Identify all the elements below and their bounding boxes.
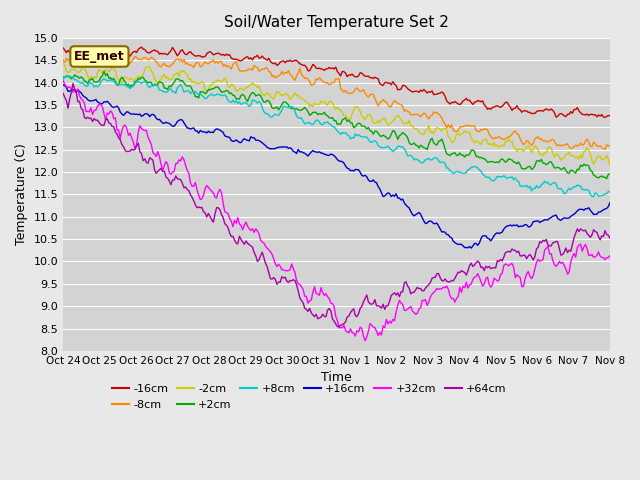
-2cm xyxy=(513,148,521,154)
Line: -8cm: -8cm xyxy=(63,55,610,150)
+2cm xyxy=(508,157,516,163)
+64cm xyxy=(369,300,377,306)
+2cm xyxy=(224,88,232,94)
+64cm xyxy=(182,184,189,190)
-8cm xyxy=(224,63,232,69)
+32cm xyxy=(223,210,230,216)
Line: +32cm: +32cm xyxy=(63,81,610,341)
-8cm xyxy=(368,91,376,97)
+2cm xyxy=(603,176,611,181)
-2cm xyxy=(606,163,614,168)
-2cm xyxy=(60,60,67,66)
+2cm xyxy=(66,74,74,80)
+64cm xyxy=(516,253,524,259)
+8cm xyxy=(508,174,516,180)
-2cm xyxy=(66,70,74,75)
Line: -16cm: -16cm xyxy=(63,47,610,117)
+32cm xyxy=(606,253,614,259)
+32cm xyxy=(508,261,516,266)
-16cm xyxy=(601,114,609,120)
+32cm xyxy=(180,157,188,163)
-16cm xyxy=(368,75,376,81)
-2cm xyxy=(223,78,230,84)
+64cm xyxy=(510,247,518,253)
-8cm xyxy=(77,52,85,58)
Line: +2cm: +2cm xyxy=(63,71,610,179)
+32cm xyxy=(361,338,369,344)
Line: +8cm: +8cm xyxy=(63,76,610,197)
+64cm xyxy=(60,90,67,96)
+8cm xyxy=(67,74,75,80)
Line: +64cm: +64cm xyxy=(63,84,610,326)
-8cm xyxy=(66,56,74,61)
-8cm xyxy=(60,58,67,63)
+16cm xyxy=(606,200,614,205)
-8cm xyxy=(601,147,609,153)
+16cm xyxy=(66,88,74,94)
+64cm xyxy=(66,96,74,102)
+16cm xyxy=(60,82,67,88)
Legend: -16cm, -8cm, -2cm, +2cm, +8cm, +16cm, +32cm, +64cm: -16cm, -8cm, -2cm, +2cm, +8cm, +16cm, +3… xyxy=(108,380,511,414)
-8cm xyxy=(515,132,522,137)
+64cm xyxy=(69,81,77,86)
+2cm xyxy=(515,159,522,165)
+16cm xyxy=(467,245,475,251)
Line: +16cm: +16cm xyxy=(63,85,610,248)
+2cm xyxy=(182,82,189,88)
+8cm xyxy=(515,179,522,184)
+8cm xyxy=(590,194,598,200)
+16cm xyxy=(223,133,230,139)
+16cm xyxy=(515,224,522,230)
+2cm xyxy=(606,171,614,177)
-2cm xyxy=(366,112,374,118)
-2cm xyxy=(180,68,188,73)
+2cm xyxy=(60,74,67,80)
+8cm xyxy=(182,88,189,94)
+8cm xyxy=(224,97,232,103)
+64cm xyxy=(606,235,614,241)
+2cm xyxy=(100,68,108,74)
-16cm xyxy=(138,44,145,50)
-2cm xyxy=(506,139,514,144)
Title: Soil/Water Temperature Set 2: Soil/Water Temperature Set 2 xyxy=(224,15,449,30)
Text: EE_met: EE_met xyxy=(74,50,125,63)
-16cm xyxy=(508,108,516,113)
+64cm xyxy=(224,225,232,230)
+8cm xyxy=(606,189,614,195)
Line: -2cm: -2cm xyxy=(63,63,610,166)
-16cm xyxy=(606,113,614,119)
+16cm xyxy=(366,179,374,184)
-8cm xyxy=(508,132,516,137)
+32cm xyxy=(368,322,376,328)
+32cm xyxy=(515,274,522,279)
+32cm xyxy=(60,78,67,84)
-16cm xyxy=(224,52,232,58)
+8cm xyxy=(368,140,376,145)
+16cm xyxy=(180,120,188,126)
-16cm xyxy=(182,51,189,57)
-16cm xyxy=(60,45,67,51)
Y-axis label: Temperature (C): Temperature (C) xyxy=(15,144,28,245)
+8cm xyxy=(64,73,72,79)
-16cm xyxy=(515,106,522,112)
+16cm xyxy=(508,223,516,229)
-8cm xyxy=(606,143,614,148)
+64cm xyxy=(335,324,343,329)
+32cm xyxy=(66,84,74,90)
+2cm xyxy=(368,128,376,134)
-8cm xyxy=(182,61,189,67)
-16cm xyxy=(66,49,74,55)
+8cm xyxy=(60,77,67,83)
X-axis label: Time: Time xyxy=(321,371,352,384)
